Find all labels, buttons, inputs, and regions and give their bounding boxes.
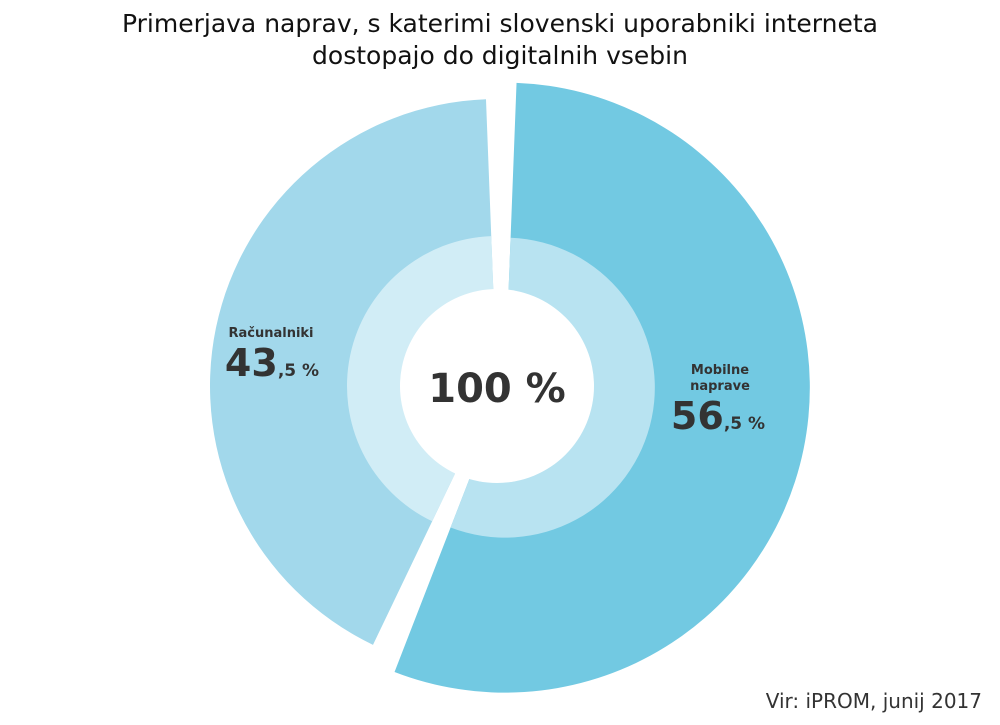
slice-value-computers-int: 43 (225, 341, 278, 385)
chart-title: Primerjava naprav, s katerimi slovenski … (0, 8, 1000, 72)
slice-label-mobile-line-1: Mobilne (691, 363, 749, 378)
chart-title-line-2: dostopajo do digitalnih vsebin (312, 41, 688, 70)
slice-value-mobile: 56,5 % (671, 394, 765, 438)
slice-value-computers: 43,5 % (225, 341, 319, 385)
slice-value-computers-dec: ,5 % (278, 361, 319, 381)
slice-value-mobile-dec: ,5 % (724, 414, 765, 434)
slice-label-computers: Računalniki (228, 326, 313, 341)
slice-value-mobile-int: 56 (671, 394, 724, 438)
slice-label-mobile-line-2: naprave (690, 379, 750, 394)
donut-center-hole (400, 289, 594, 483)
chart-title-line-1: Primerjava naprav, s katerimi slovenski … (122, 9, 878, 38)
center-total-label: 100 % (428, 366, 566, 412)
source-note: Vir: iPROM, junij 2017 (765, 689, 982, 713)
